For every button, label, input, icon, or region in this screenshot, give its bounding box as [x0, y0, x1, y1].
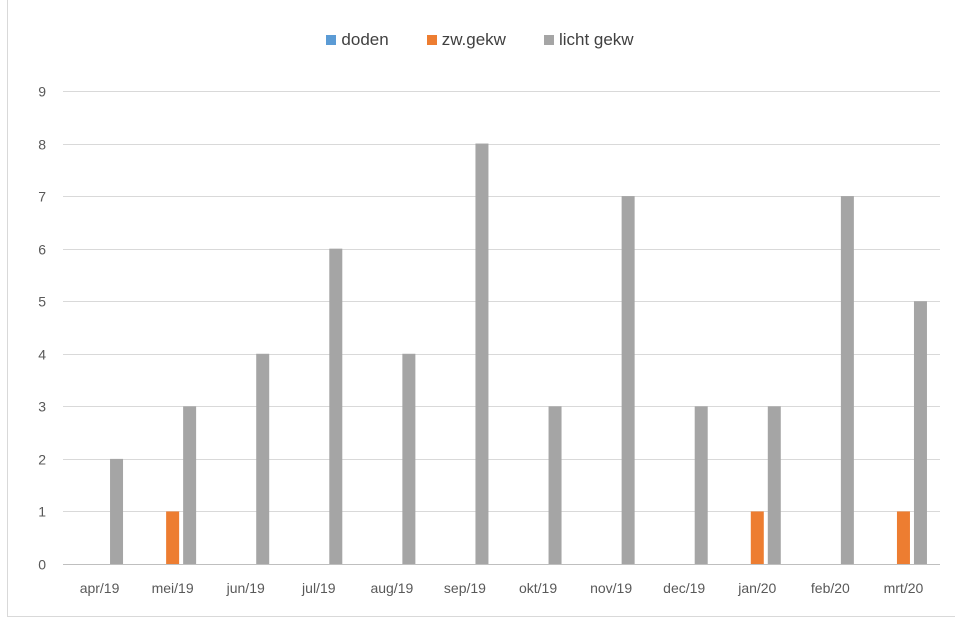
legend-label-doden: doden	[341, 30, 389, 49]
bar-zw-gekw-mei-19	[166, 511, 180, 564]
legend-swatch-licht-gekw	[543, 35, 554, 45]
bar-licht-gekw-jun-19	[256, 353, 270, 564]
legend-item-licht-gekw: licht gekw	[543, 30, 634, 50]
bar-zw-gekw-jan-20	[750, 511, 764, 564]
bar-zw-gekw-mrt-20	[896, 511, 910, 564]
x-tick-label-jun-19: jun/19	[226, 580, 265, 596]
y-tick-label-6: 6	[38, 242, 46, 258]
bar-licht-gekw-aug-19	[402, 353, 416, 564]
bar-licht-gekw-okt-19	[548, 406, 562, 564]
y-tick-label-8: 8	[38, 137, 46, 153]
chart-legend: doden zw.gekw licht gekw	[0, 30, 956, 50]
x-tick-label-jul-19: jul/19	[301, 580, 336, 596]
x-tick-label-okt-19: okt/19	[519, 580, 557, 596]
bar-licht-gekw-sep-19	[475, 143, 489, 565]
legend-item-zw-gekw: zw.gekw	[426, 30, 506, 50]
x-tick-label-feb-20: feb/20	[811, 580, 850, 596]
y-tick-label-1: 1	[38, 504, 46, 520]
x-tick-label-dec-19: dec/19	[663, 580, 705, 596]
y-tick-label-4: 4	[38, 347, 46, 363]
x-tick-label-sep-19: sep/19	[444, 580, 486, 596]
y-tick-label-2: 2	[38, 452, 46, 468]
y-tick-label-5: 5	[38, 294, 46, 310]
legend-label-zw-gekw: zw.gekw	[441, 30, 506, 49]
bar-licht-gekw-jul-19	[329, 248, 343, 564]
bar-licht-gekw-jan-20	[767, 406, 781, 564]
x-tick-label-jan-20: jan/20	[737, 580, 776, 596]
x-tick-label-mrt-20: mrt/20	[884, 580, 924, 596]
legend-label-licht-gekw: licht gekw	[558, 30, 634, 49]
x-tick-label-nov-19: nov/19	[590, 580, 632, 596]
chart-frame	[7, 0, 955, 617]
x-tick-label-mei-19: mei/19	[152, 580, 194, 596]
bar-licht-gekw-dec-19	[694, 406, 708, 564]
legend-swatch-doden	[326, 35, 337, 45]
y-tick-label-3: 3	[38, 399, 46, 415]
bar-licht-gekw-mrt-20	[913, 301, 927, 564]
bar-licht-gekw-apr-19	[110, 458, 124, 564]
bar-licht-gekw-nov-19	[621, 196, 635, 564]
legend-item-doden: doden	[326, 30, 389, 50]
x-tick-label-apr-19: apr/19	[80, 580, 120, 596]
y-tick-label-7: 7	[38, 189, 46, 205]
y-tick-label-9: 9	[38, 84, 46, 100]
y-tick-label-0: 0	[38, 557, 46, 573]
legend-swatch-zw-gekw	[426, 35, 437, 45]
bar-licht-gekw-mei-19	[183, 406, 197, 564]
bar-licht-gekw-feb-20	[840, 196, 854, 564]
x-tick-label-aug-19: aug/19	[370, 580, 413, 596]
